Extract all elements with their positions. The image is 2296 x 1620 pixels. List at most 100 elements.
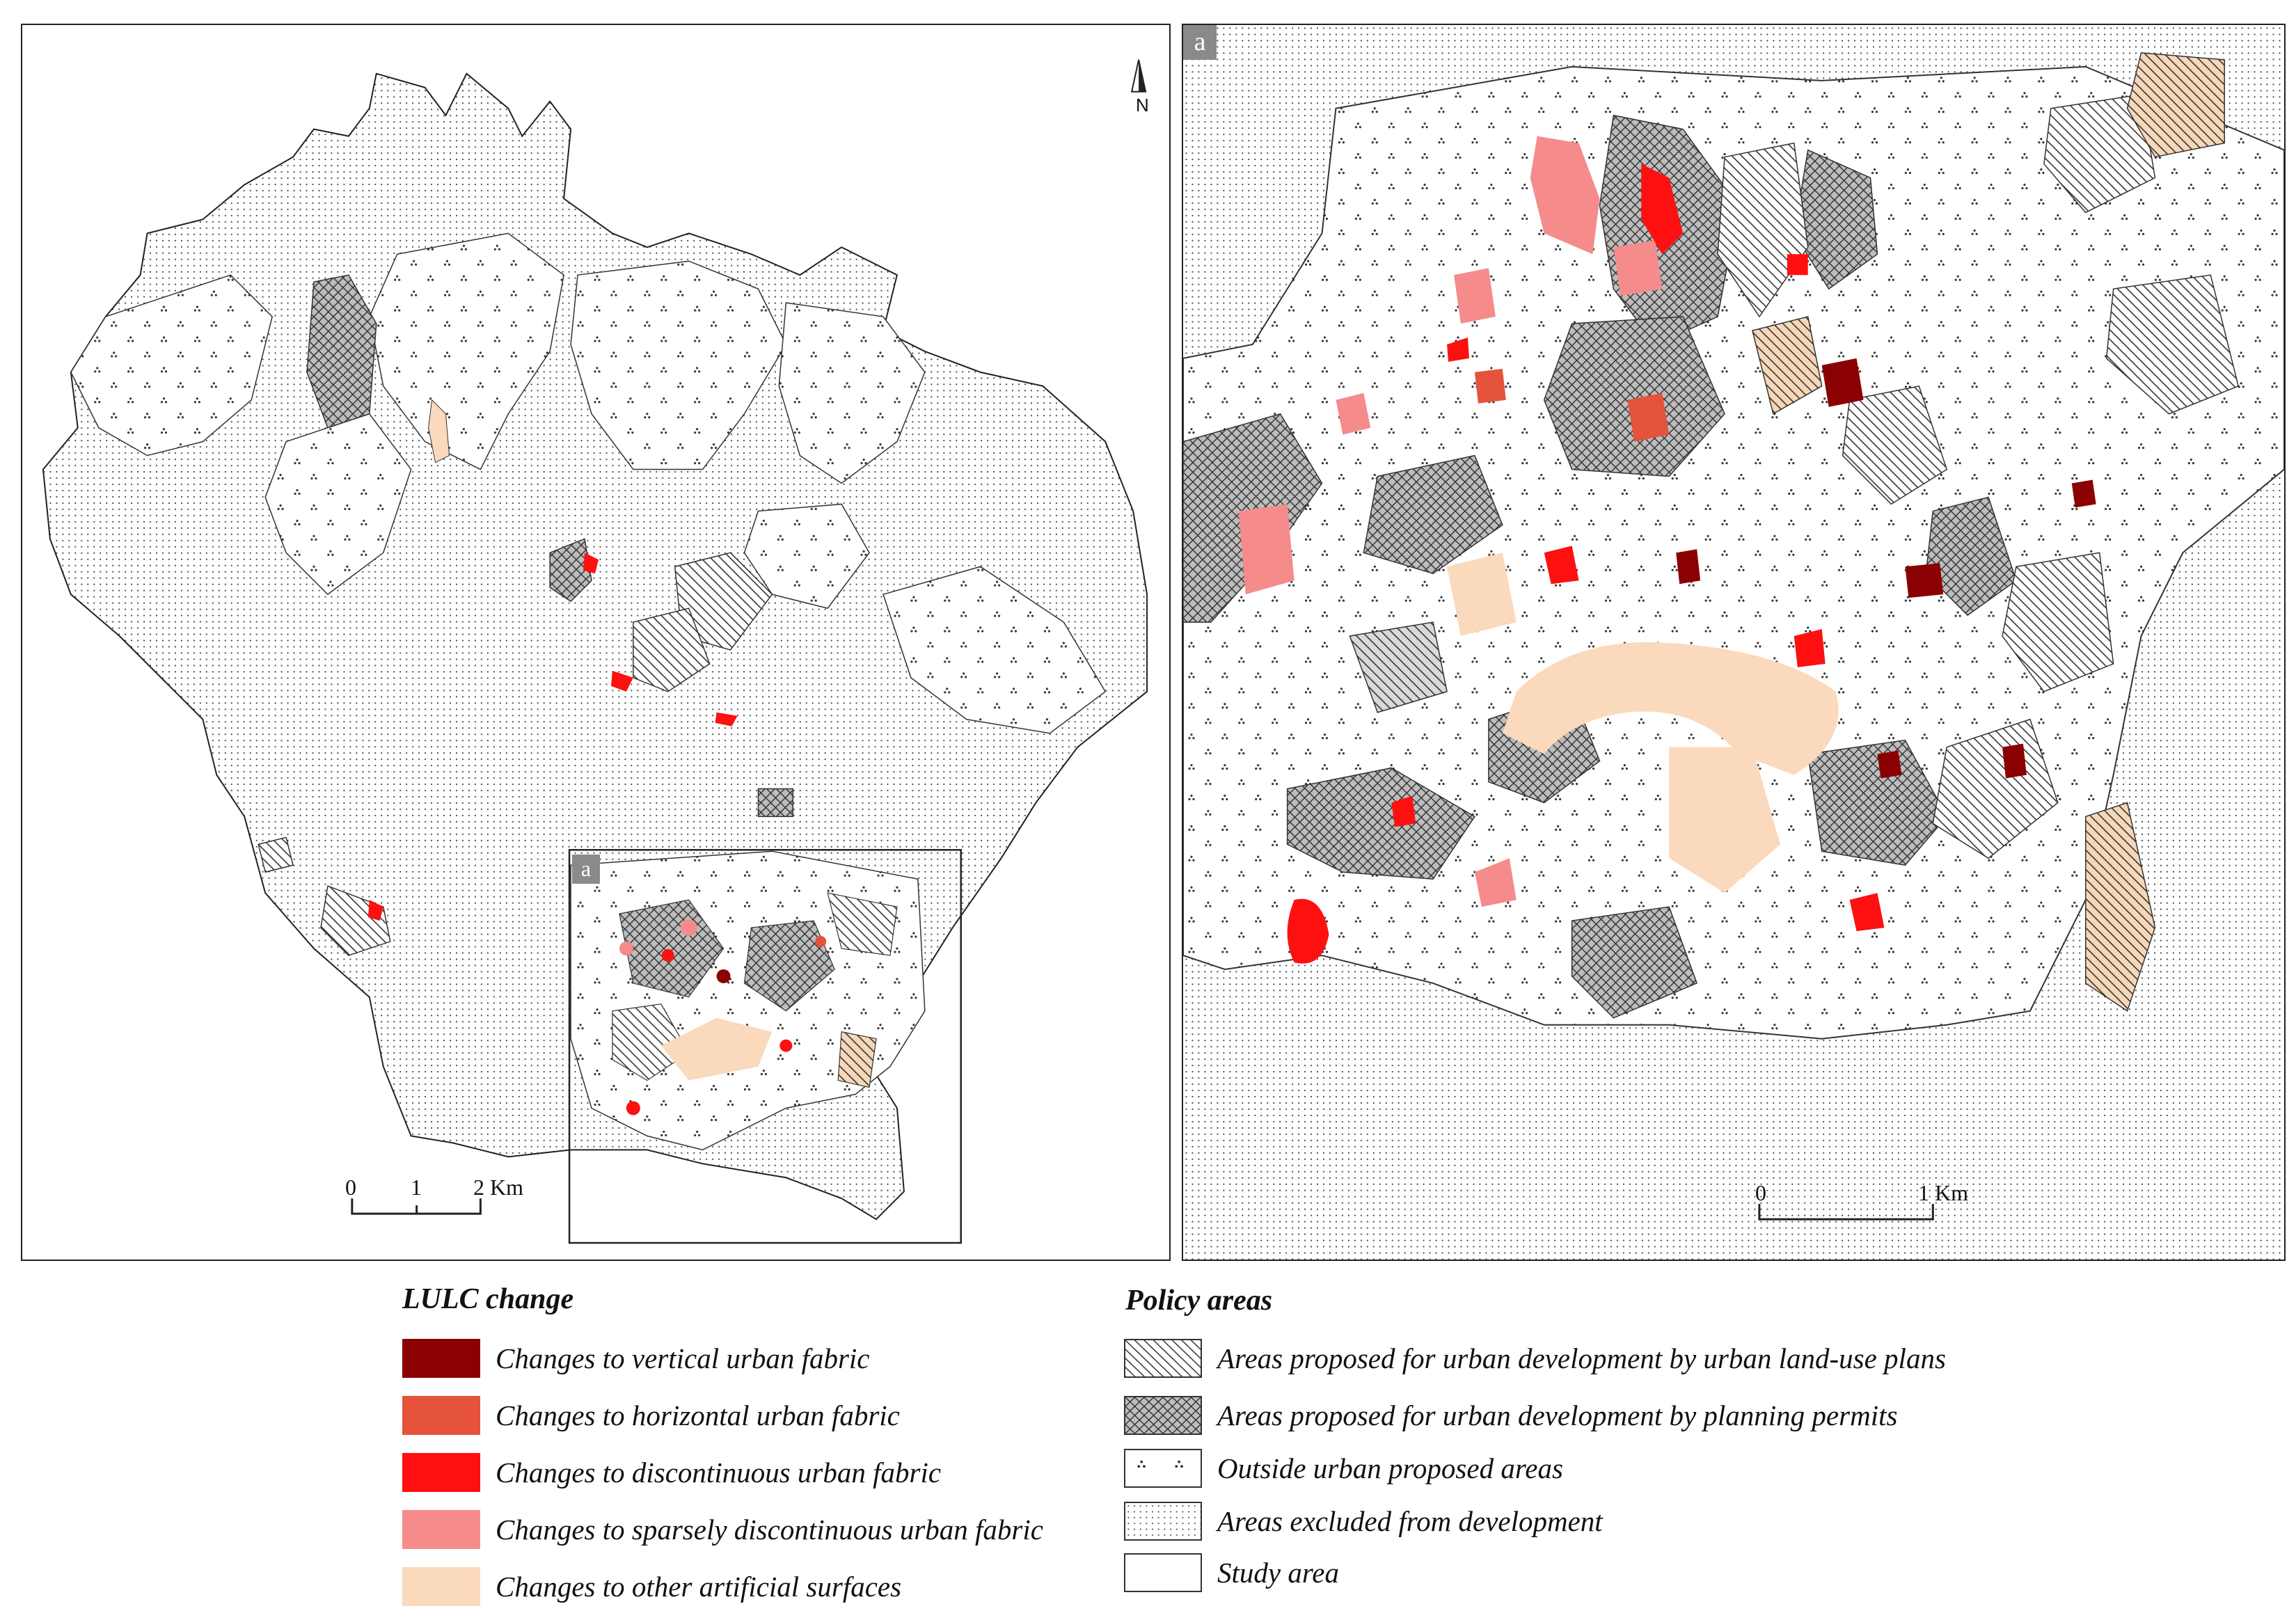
inset-frame xyxy=(568,849,962,1244)
fine-dots-swatch xyxy=(1124,1502,1202,1541)
horizontal-swatch xyxy=(402,1396,480,1435)
land-use-plan-area-changed xyxy=(2126,52,2225,158)
outside-urban-area xyxy=(778,302,926,484)
legend-item-outside-urban: Outside urban proposed areas xyxy=(1124,1447,1563,1489)
lulc-change-discontinuous xyxy=(610,670,633,692)
legend-item-sparse: Changes to sparsely discontinuous urban … xyxy=(402,1509,1043,1550)
north-arrow-icon xyxy=(1130,59,1147,93)
planning-permit-area xyxy=(306,274,377,429)
lulc-change-sparse xyxy=(1474,858,1517,907)
legend-label: Areas proposed for urban development by … xyxy=(1217,1399,1898,1431)
lulc-change-other xyxy=(1447,553,1517,637)
lulc-change-discontinuous xyxy=(1849,893,1885,932)
lulc-change-vertical xyxy=(1821,358,1864,407)
scale-bar xyxy=(351,1198,482,1215)
legend-item-planning-permits: Areas proposed for urban development by … xyxy=(1124,1395,1897,1436)
legend-label: Areas excluded from development xyxy=(1217,1505,1603,1537)
lulc-change-discontinuous xyxy=(1787,254,1808,276)
land-use-plan-area xyxy=(2002,552,2114,692)
legend-label: Changes to other artificial surfaces xyxy=(496,1571,902,1603)
lulc-change-vertical xyxy=(1676,549,1701,585)
lulc-change-vertical xyxy=(1877,750,1902,779)
lulc-change-sparse xyxy=(1336,392,1371,435)
scale-bar xyxy=(1758,1204,1934,1221)
land-use-plan-area-changed xyxy=(2084,802,2156,1012)
detail-map-canvas xyxy=(1183,25,2284,1260)
lulc-change-discontinuous xyxy=(1544,546,1579,585)
land-use-plan-area xyxy=(1842,385,1948,505)
inset-extent-area xyxy=(570,850,926,1151)
legend-label: Changes to sparsely discontinuous urban … xyxy=(496,1514,1043,1546)
planning-permit-area xyxy=(757,788,794,818)
legend-label: Changes to discontinuous urban fabric xyxy=(496,1456,942,1488)
inset-label: a xyxy=(1183,25,1217,60)
planning-permit-area xyxy=(1363,454,1503,575)
sparse-swatch xyxy=(402,1510,480,1549)
lulc-change-discontinuous xyxy=(367,900,383,921)
lulc-change-other xyxy=(428,399,450,463)
detail-map: a 0 1 Km xyxy=(1182,24,2286,1261)
lulc-change-discontinuous xyxy=(1641,164,1684,255)
planning-permit-area xyxy=(1807,739,1948,866)
lulc-change-vertical xyxy=(2002,743,2027,779)
legend-item-study-area: Study area xyxy=(1124,1552,1339,1594)
land-use-plan-area xyxy=(2105,274,2240,415)
legend-label: Study area xyxy=(1217,1557,1339,1589)
lulc-change-sparse xyxy=(1454,268,1496,324)
lulc-change-discontinuous xyxy=(1447,337,1469,362)
lulc-change-discontinuous xyxy=(715,712,738,726)
planning-permit-area xyxy=(1543,316,1725,477)
scale-tick-1: 1 Km xyxy=(1918,1180,1968,1205)
lulc-change-horizontal xyxy=(1627,392,1670,442)
lulc-change-sparse xyxy=(1238,504,1295,595)
outside-urban-area xyxy=(570,260,787,470)
overview-map: a 0 1 2 Km N xyxy=(21,24,1171,1261)
lulc-change-sparse xyxy=(1530,136,1600,255)
legend-item-vertical: Changes to vertical urban fabric xyxy=(402,1337,870,1379)
lulc-change-sparse xyxy=(1613,240,1663,296)
legend-item-discontinuous: Changes to discontinuous urban fabric xyxy=(402,1452,941,1493)
outside-urban-area xyxy=(70,274,273,456)
land-use-plan-area xyxy=(2043,93,2156,214)
scale-tick-2: 2 Km xyxy=(473,1175,523,1200)
scale-tick-0: 0 xyxy=(345,1175,356,1200)
lulc-change-discontinuous xyxy=(1391,795,1416,827)
lulc-change-vertical xyxy=(1905,563,1944,598)
triangle-dots-swatch xyxy=(1124,1449,1202,1488)
land-use-plan-area xyxy=(633,608,711,692)
vertical-swatch xyxy=(402,1339,480,1378)
lulc-change-discontinuous xyxy=(583,553,599,574)
legend-label: Areas proposed for urban development by … xyxy=(1217,1342,1946,1374)
outside-urban-area xyxy=(882,566,1107,734)
blank-swatch xyxy=(1124,1553,1202,1592)
other-swatch xyxy=(402,1567,480,1606)
legend-label: Changes to horizontal urban fabric xyxy=(496,1399,900,1431)
outside-urban-area xyxy=(743,503,870,609)
discontinuous-swatch xyxy=(402,1453,480,1492)
land-use-plan-area xyxy=(258,836,294,873)
outside-urban-area xyxy=(264,413,412,596)
scale-tick-0: 0 xyxy=(1755,1180,1766,1205)
cross-hatch-swatch xyxy=(1124,1396,1202,1435)
legend-item-excluded: Areas excluded from development xyxy=(1124,1500,1603,1542)
diagonal-hatch-swatch xyxy=(1124,1339,1202,1378)
legend-label: Outside urban proposed areas xyxy=(1217,1452,1563,1484)
planning-permit-area xyxy=(1286,767,1476,880)
lulc-change-other xyxy=(1502,642,1839,775)
lulc-change-discontinuous xyxy=(1287,898,1329,964)
inset-label: a xyxy=(572,855,600,884)
lulc-change-vertical xyxy=(2071,479,2096,508)
legend-label: Changes to vertical urban fabric xyxy=(496,1342,870,1374)
legend-item-horizontal: Changes to horizontal urban fabric xyxy=(402,1395,900,1436)
land-use-plan-area-changed xyxy=(1752,316,1823,415)
land-use-plan-area xyxy=(1717,142,1809,318)
outside-urban-area xyxy=(369,232,564,470)
north-label: N xyxy=(1136,95,1149,116)
policy-legend-title: Policy areas xyxy=(1125,1285,1273,1317)
legend-item-other: Changes to other artificial surfaces xyxy=(402,1566,901,1607)
planning-permit-area xyxy=(1571,906,1698,1019)
planning-permit-area xyxy=(1925,496,2017,617)
lulc-change-discontinuous xyxy=(1794,629,1826,667)
legend-item-land-use-plans: Areas proposed for urban development by … xyxy=(1124,1337,1946,1379)
overview-map-canvas xyxy=(42,59,1148,1244)
